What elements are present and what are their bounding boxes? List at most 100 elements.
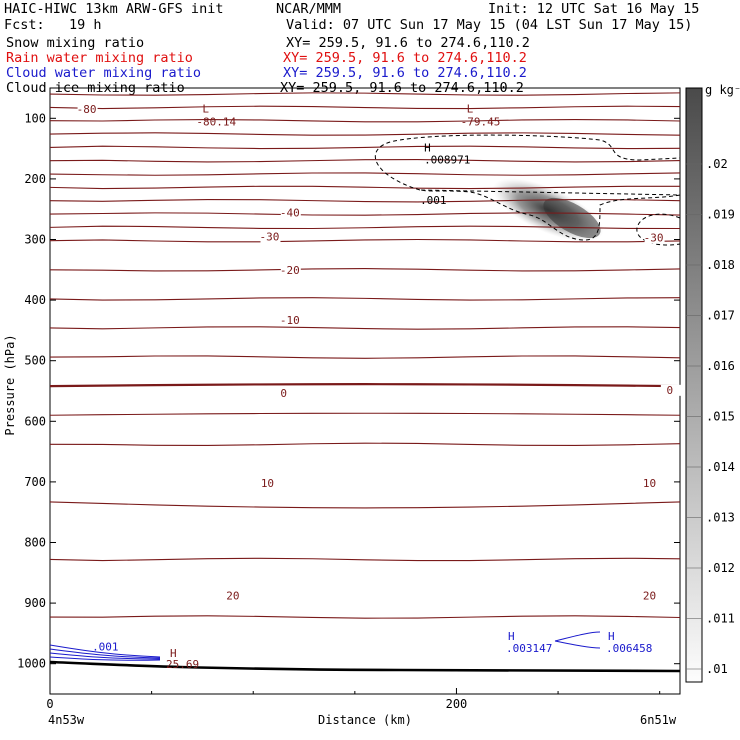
y-tick-label: 800 <box>24 536 46 550</box>
y-tick-label: 100 <box>24 111 46 125</box>
colorbar: .02 .019 .018 .017 .016 .015 .014 .013 .012 .011.… <box>685 83 740 683</box>
isotherm-line <box>49 92 681 96</box>
isotherm-label-bg <box>274 387 295 399</box>
isotherm-label: 10 <box>643 477 656 490</box>
y-tick-label: 500 <box>24 354 46 368</box>
isotherm-label: 20 <box>226 589 239 602</box>
colorbar-label: .02 <box>706 157 728 171</box>
cloud-ice-contour <box>374 134 681 241</box>
x-axis: 0 200 <box>46 688 661 711</box>
terrain-surface <box>49 660 681 673</box>
y-tick-label: 600 <box>24 414 46 428</box>
isotherm-line <box>49 118 681 123</box>
temperature-extremum-value: -80.14 <box>196 115 236 128</box>
cloud-water-extremum-value: .003147 <box>506 642 552 655</box>
isotherm-line <box>49 185 681 190</box>
isotherm-label: 10 <box>261 477 274 490</box>
terrain-line <box>49 660 681 673</box>
isotherm-line <box>49 557 681 562</box>
isotherm-line <box>49 383 681 388</box>
x-right-endpoint: 6n51w <box>640 713 677 727</box>
isotherm-line <box>49 326 681 330</box>
cloud-ice-extremum-type: H <box>424 142 431 155</box>
isotherm-label-bg <box>640 590 661 602</box>
colorbar-unit: g kg⁻¹ <box>705 83 740 97</box>
isotherm-label: -30 <box>644 232 664 245</box>
temperature-extremum-value: -79.45 <box>461 115 501 128</box>
colorbar-label: .013 <box>706 511 735 525</box>
temperature-extremum-type: L <box>467 102 474 115</box>
isotherm-line <box>49 355 681 359</box>
field-cloudwater-label: Cloud water mixing ratio <box>6 65 202 81</box>
y-tick-label: 700 <box>24 475 46 489</box>
isotherm-line <box>49 132 681 136</box>
colorbar-label: .016 <box>706 359 735 373</box>
x-tick-label: 200 <box>446 697 468 711</box>
y-axis-label: Pressure (hPa) <box>3 334 17 435</box>
cloud-ice-extremum-value: .008971 <box>424 154 470 167</box>
cloud-water-contour-right <box>554 631 601 649</box>
isotherm-label: 20 <box>643 589 656 602</box>
isotherm-line <box>49 412 681 416</box>
colorbar-label: .014 <box>706 460 735 474</box>
colorbar-label: .015 <box>706 410 735 424</box>
y-tick-label: 1000 <box>17 657 46 671</box>
isotherm-label-bg <box>223 590 244 602</box>
x-tick-label: 0 <box>46 697 53 711</box>
y-tick-label: 400 <box>24 293 46 307</box>
isotherm-line <box>49 615 681 619</box>
isotherm-label-bg <box>640 478 661 490</box>
isotherm-label: -10 <box>280 314 300 327</box>
forecast-hour: Fcst: 19 h <box>4 17 102 33</box>
rain-water-extremum-value: 25.69 <box>166 658 199 671</box>
isotherm-line <box>49 172 681 176</box>
colorbar-label: .017 <box>706 309 735 323</box>
cloud-water-extremum-value: .006458 <box>606 642 652 655</box>
cloud-water-contour <box>49 656 161 661</box>
isotherm-line <box>49 105 681 110</box>
colorbar-label: .019 <box>706 208 735 222</box>
plot-frame <box>49 87 681 695</box>
init-time: Init: 12 UTC Sat 16 May 15 <box>488 1 700 17</box>
isotherm-line <box>49 159 681 163</box>
model-title: HAIC-HIWC 13km ARW-GFS init <box>4 1 224 17</box>
isotherm-label: -30 <box>260 231 280 244</box>
colorbar-label: .011 <box>706 612 735 626</box>
isotherm-label: -40 <box>280 206 300 219</box>
isotherm-label-bg <box>77 104 98 116</box>
isotherm-line <box>49 501 681 509</box>
temperature-contours <box>49 92 681 619</box>
cloud-water-label: .001 <box>92 640 119 653</box>
isotherm-label: 0 <box>280 387 287 400</box>
isotherm-label: -80 <box>77 103 97 116</box>
isotherm-line <box>49 442 681 447</box>
isotherm-label-bg <box>258 478 279 490</box>
x-left-endpoint: 4n53w <box>48 713 85 727</box>
field-cloudwater-xy: XY= 259.5, 91.6 to 274.6,110.2 <box>283 65 527 81</box>
field-rain-label: Rain water mixing ratio <box>6 50 193 66</box>
rain-water-extremum-type: H <box>170 647 177 660</box>
y-tick-label: 300 <box>24 233 46 247</box>
isotherm-label-bg <box>280 207 301 219</box>
isotherm-label-bg <box>644 232 665 244</box>
isotherm-line <box>49 212 681 216</box>
cloud-water-contours <box>49 631 601 661</box>
cloud-ice-label: .001 <box>420 194 447 207</box>
isotherm-line <box>49 268 681 272</box>
field-snow-label: Snow mixing ratio <box>6 35 145 51</box>
isotherm-line <box>49 199 681 203</box>
valid-time: Valid: 07 UTC Sun 17 May 15 (04 LST Sun … <box>286 17 693 33</box>
y-tick-label: 200 <box>24 172 46 186</box>
temperature-extremum-type: L <box>202 102 209 115</box>
colorbar-label: .018 <box>706 258 735 272</box>
isotherm-line <box>49 297 681 301</box>
cloud-water-contour <box>49 648 161 659</box>
colorbar-label: .012 <box>706 561 735 575</box>
isotherm-label-bg <box>660 384 681 396</box>
cloud-water-extremum-type: H <box>508 630 515 643</box>
field-rain-xy: XY= 259.5, 91.6 to 274.6,110.2 <box>283 50 527 66</box>
model-org: NCAR/MMM <box>276 1 342 17</box>
